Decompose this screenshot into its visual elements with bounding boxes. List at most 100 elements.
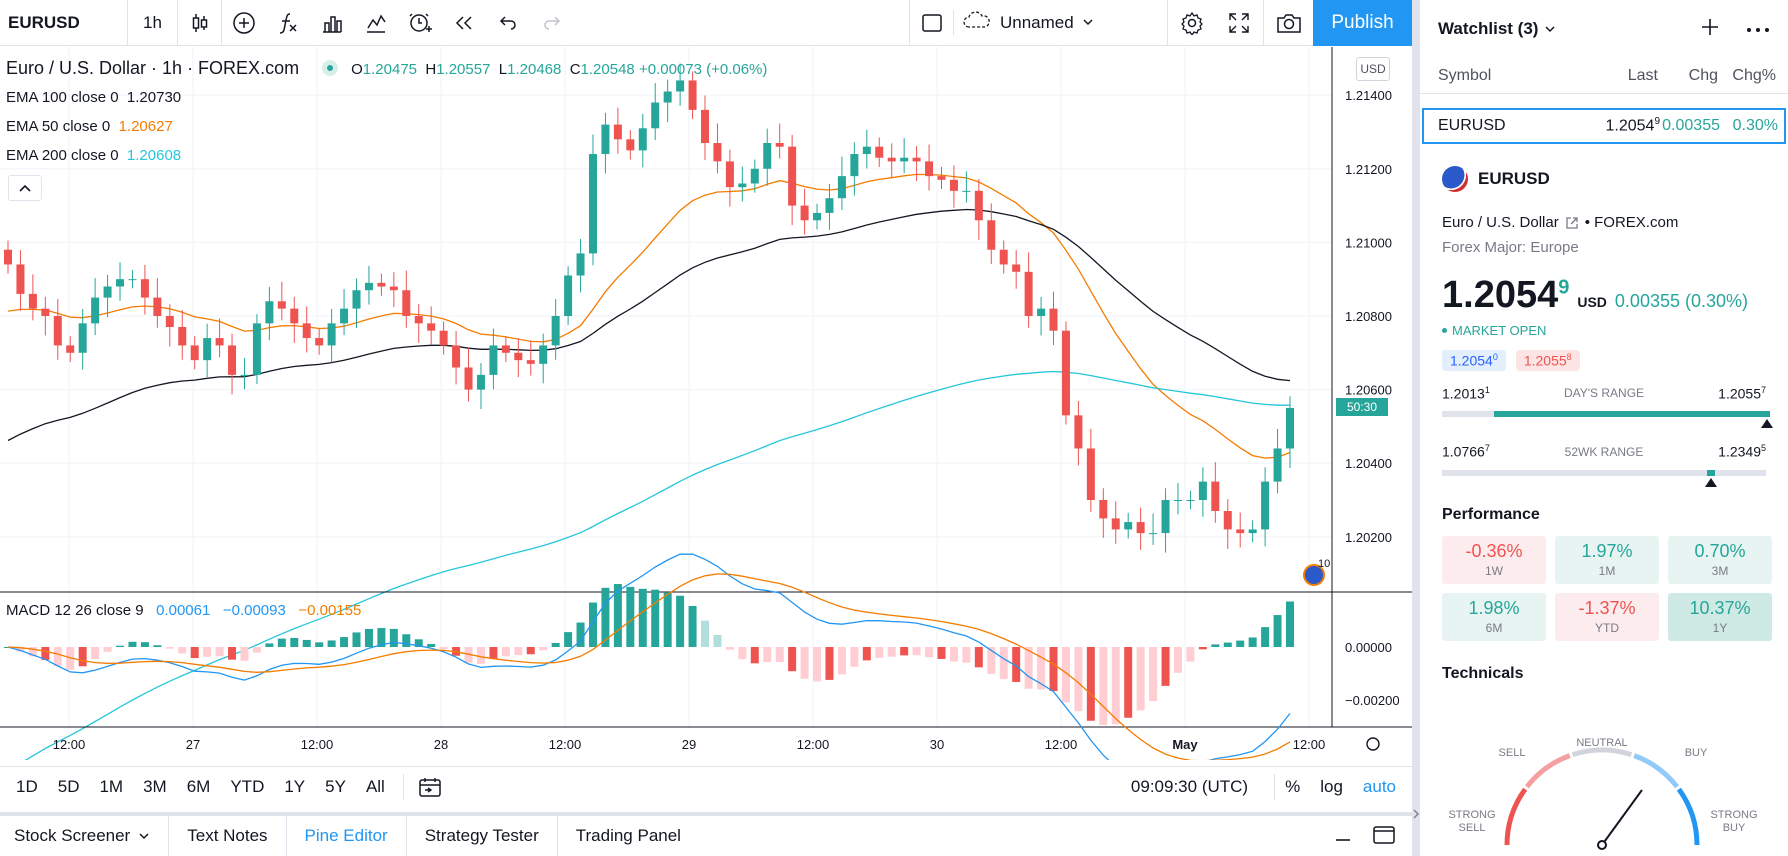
symbol-search[interactable]: EURUSD: [0, 0, 128, 46]
period-1d[interactable]: 1D: [16, 776, 38, 796]
news-badge-icon: [1303, 564, 1325, 586]
performance-value: -1.37%: [1578, 598, 1636, 619]
ema-200-legend[interactable]: EMA 200 close 0 1.20608: [6, 147, 182, 164]
watchlist-columns: Symbol Last Chg Chg%: [1420, 58, 1788, 94]
macd-histogram-bar: [1012, 647, 1021, 682]
collapse-legend-button[interactable]: [8, 175, 42, 201]
more-icon[interactable]: [1746, 19, 1770, 39]
candle-body: [1261, 481, 1270, 530]
candle-body: [1037, 308, 1046, 316]
performance-label: 1M: [1598, 564, 1616, 579]
candle-body: [1273, 448, 1282, 482]
time-tick-label: 12:00: [53, 737, 86, 752]
price-tick-label: 1.20800: [1345, 309, 1392, 324]
gauge-label-buy: BUY: [1685, 747, 1708, 759]
macd-histogram-bar: [1136, 647, 1145, 711]
period-6m[interactable]: 6M: [186, 776, 211, 796]
candle-body: [937, 176, 946, 180]
macd-histogram-bar: [1124, 647, 1133, 718]
candle-body: [663, 91, 672, 103]
external-link-icon[interactable]: [1565, 216, 1579, 230]
52wk-range: 1.07667 52WK RANGE 1.23495: [1442, 443, 1766, 487]
candle-body: [178, 327, 187, 346]
period-1m[interactable]: 1M: [99, 776, 124, 796]
alert-icon[interactable]: [398, 0, 442, 46]
performance-value: 1.97%: [1581, 541, 1633, 562]
tab-pine-editor[interactable]: Pine Editor: [287, 816, 407, 856]
rectangle-icon[interactable]: [909, 0, 953, 46]
macd-histogram-bar: [875, 647, 884, 658]
candle-body: [28, 293, 37, 309]
fullscreen-icon[interactable]: [1215, 0, 1263, 46]
utc-clock[interactable]: 09:09:30 (UTC): [1130, 776, 1249, 796]
add-symbol-icon[interactable]: [1700, 17, 1720, 42]
currency-badge[interactable]: USD: [1356, 57, 1390, 81]
gauge-label-strong-buy: BUY: [1723, 822, 1746, 834]
ema-50-legend[interactable]: EMA 50 close 0 1.20627: [6, 118, 173, 135]
macd-histogram-bar: [402, 634, 411, 647]
redo-icon[interactable]: [530, 0, 574, 46]
undo-icon[interactable]: [486, 0, 530, 46]
minimize-icon[interactable]: [1334, 828, 1352, 845]
tab-trading-panel[interactable]: Trading Panel: [575, 826, 681, 845]
tab-strategy-tester[interactable]: Strategy Tester: [407, 816, 558, 856]
chart-area[interactable]: 1.21400 1.21200 1.21000 1.20800 1.20600 1.204…: [0, 47, 1412, 760]
chevron-right-icon: [1413, 809, 1419, 819]
percent-toggle[interactable]: %: [1285, 776, 1301, 796]
publish-button[interactable]: Publish: [1313, 0, 1412, 46]
technicals-title[interactable]: Technicals: [1442, 664, 1524, 682]
goto-date-icon[interactable]: [404, 776, 456, 798]
tab-stock-screener[interactable]: Stock Screener: [0, 816, 170, 856]
candle-body: [626, 139, 635, 151]
watchlist-row[interactable]: EURUSD 1.20549 0.00355 0.30%: [1422, 108, 1786, 144]
macd-histogram-bar: [240, 647, 249, 661]
interval-button[interactable]: 1h: [128, 0, 178, 46]
candle-body: [613, 124, 622, 140]
candle-body: [638, 128, 647, 151]
maximize-panel-icon[interactable]: [1372, 824, 1396, 849]
settings-icon[interactable]: [1167, 0, 1215, 46]
period-3m[interactable]: 3M: [143, 776, 167, 796]
ema-100-legend[interactable]: EMA 100 close 0 1.20730: [6, 89, 182, 106]
camera-icon[interactable]: [1263, 0, 1313, 46]
tab-text-notes[interactable]: Text Notes: [169, 816, 287, 856]
candle-body: [1248, 529, 1257, 534]
log-toggle[interactable]: log: [1320, 776, 1343, 796]
compare-icon[interactable]: [310, 0, 354, 46]
chevron-up-icon: [19, 184, 31, 192]
col-last[interactable]: Last: [1627, 66, 1658, 84]
templates-icon[interactable]: [354, 0, 398, 46]
chevron-down-icon: [139, 833, 149, 840]
fx-icon[interactable]: [266, 0, 310, 46]
col-chg[interactable]: Chg: [1688, 66, 1718, 84]
period-all[interactable]: All: [365, 776, 385, 796]
panel-divider[interactable]: [1412, 0, 1420, 856]
macd-histogram-bar: [53, 647, 62, 666]
replay-icon[interactable]: [442, 0, 486, 46]
macd-legend[interactable]: MACD 12 26 close 9 0.00061 −0.00093 −0.0…: [6, 602, 362, 619]
candle-body: [389, 286, 398, 291]
price-chart[interactable]: 1.21400 1.21200 1.21000 1.20800 1.20600 1.204…: [0, 47, 1412, 760]
candle-body: [564, 275, 573, 316]
candle-body: [962, 190, 971, 192]
performance-cell-1m: 1.97% 1M: [1555, 535, 1659, 584]
period-ytd[interactable]: YTD: [230, 776, 265, 796]
macd-histogram-bar: [613, 584, 622, 647]
macd-histogram-bar: [439, 647, 448, 650]
candle-body: [66, 345, 75, 353]
period-5y[interactable]: 5Y: [325, 776, 346, 796]
candle-body: [252, 323, 261, 375]
add-indicator-icon[interactable]: [222, 0, 266, 46]
period-5d[interactable]: 5D: [57, 776, 80, 796]
candles-icon[interactable]: [178, 0, 222, 46]
details-category[interactable]: Forex Major: Europe: [1442, 239, 1579, 256]
col-chg-percent[interactable]: Chg%: [1732, 66, 1776, 84]
col-symbol[interactable]: Symbol: [1438, 66, 1492, 84]
candle-body: [800, 205, 809, 221]
details-title[interactable]: EURUSD: [1442, 166, 1766, 192]
layout-selector[interactable]: Unnamed: [953, 10, 1167, 35]
auto-toggle[interactable]: auto: [1362, 776, 1396, 796]
macd-histogram-bar: [539, 647, 548, 651]
watchlist-title[interactable]: Watchlist (3): [1438, 19, 1539, 38]
period-1y[interactable]: 1Y: [284, 776, 306, 796]
